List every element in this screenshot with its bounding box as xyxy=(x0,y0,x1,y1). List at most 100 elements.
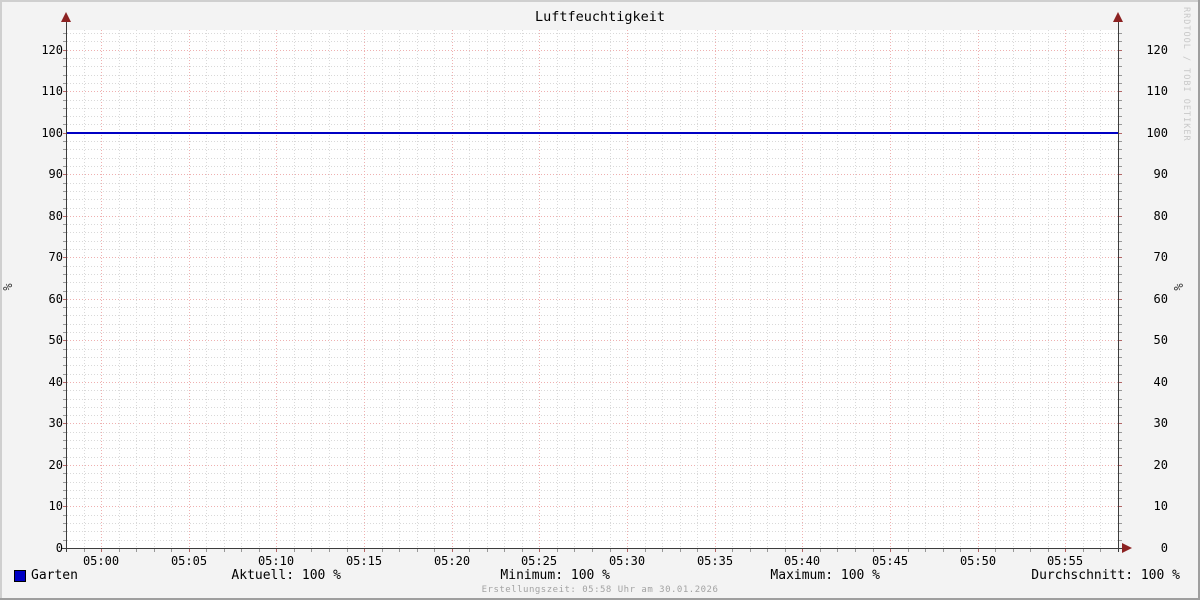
stat-aktuell: Aktuell: 100 % xyxy=(231,568,341,583)
grid-line-v-minor xyxy=(750,30,751,548)
x-tick xyxy=(171,549,172,552)
y-tick-left xyxy=(63,207,66,209)
y-tick-left xyxy=(63,456,66,458)
rrdtool-watermark: RRDTOOL / TOBI OETIKER xyxy=(1181,7,1191,142)
x-axis-arrow-icon xyxy=(1122,543,1132,553)
stat-maximum: Maximum: 100 % xyxy=(770,568,880,583)
y-tick-label-left: 40 xyxy=(48,374,63,389)
y-tick-left xyxy=(63,481,66,483)
y-tick-right xyxy=(1119,41,1122,43)
x-tick xyxy=(978,549,979,552)
y-tick-left xyxy=(63,340,66,342)
x-tick xyxy=(417,549,418,552)
y-tick-label-left: 90 xyxy=(48,167,63,182)
grid-line-v-minor xyxy=(837,30,838,548)
x-tick xyxy=(627,549,628,552)
y-tick-left xyxy=(63,307,66,309)
y-tick-right xyxy=(1119,116,1122,118)
y-tick-label-right: 120 xyxy=(1146,42,1168,57)
grid-line-v-major xyxy=(189,30,190,548)
chart-title: Luftfeuchtigkeit xyxy=(534,9,666,25)
x-tick xyxy=(610,549,611,552)
grid-line-v-minor xyxy=(504,30,505,548)
y-tick-left xyxy=(63,464,66,466)
y-tick-left xyxy=(63,199,66,201)
grid-line-v-minor xyxy=(557,30,558,548)
grid-line-v-minor xyxy=(785,30,786,548)
y-tick-right xyxy=(1119,290,1122,292)
y-tick-right xyxy=(1119,365,1122,367)
y-tick-right xyxy=(1119,514,1122,516)
y-tick-label-right: 10 xyxy=(1153,499,1168,514)
y-tick-left xyxy=(63,332,66,334)
y-tick-right xyxy=(1119,91,1122,93)
x-tick xyxy=(311,549,312,552)
grid-line-v-minor xyxy=(908,30,909,548)
grid-line-v-minor xyxy=(434,30,435,548)
grid-line-v-minor xyxy=(767,30,768,548)
y-tick-right xyxy=(1119,506,1122,508)
y-tick-right xyxy=(1119,357,1122,358)
x-tick xyxy=(662,549,663,552)
grid-line-v-minor xyxy=(610,30,611,548)
y-tick-left xyxy=(63,348,66,350)
y-tick-right xyxy=(1119,49,1122,51)
y-tick-left xyxy=(63,182,66,184)
x-tick xyxy=(294,549,295,552)
y-tick-left xyxy=(63,224,66,226)
grid-line-v-minor xyxy=(645,30,646,548)
stat-minimum: Minimum: 100 % xyxy=(500,568,610,583)
y-tick-right xyxy=(1119,323,1122,325)
y-tick-right xyxy=(1119,448,1122,450)
y-tick-left xyxy=(63,523,66,525)
grid-line-v-minor xyxy=(224,30,225,548)
y-tick-right xyxy=(1119,33,1122,35)
y-tick-left xyxy=(63,33,66,35)
y-tick-label-left: 30 xyxy=(48,416,63,431)
y-tick-label-right: 30 xyxy=(1153,416,1168,431)
y-tick-label-left: 100 xyxy=(41,125,63,140)
y-tick-right xyxy=(1119,440,1122,442)
x-tick xyxy=(837,549,838,552)
grid-line-v-minor xyxy=(294,30,295,548)
x-tick xyxy=(347,549,348,552)
y-tick-right xyxy=(1119,531,1122,533)
y-tick-right xyxy=(1119,207,1122,209)
y-tick-right xyxy=(1119,107,1122,109)
y-tick-right xyxy=(1119,157,1122,159)
x-tick xyxy=(574,549,575,552)
y-tick-left xyxy=(63,315,66,317)
grid-line-v-major xyxy=(364,30,365,548)
grid-line-v-minor xyxy=(1048,30,1049,548)
y-tick-right xyxy=(1119,498,1122,500)
x-tick xyxy=(487,549,488,552)
grid-line-v-major xyxy=(539,30,540,548)
x-tick xyxy=(680,549,681,552)
x-tick xyxy=(908,549,909,552)
y-tick-left xyxy=(63,273,66,275)
x-tick xyxy=(855,549,856,552)
x-tick xyxy=(995,549,996,552)
grid-line-v-minor xyxy=(820,30,821,548)
grid-line-v-minor xyxy=(347,30,348,548)
x-tick xyxy=(1083,549,1084,552)
y-tick-left xyxy=(63,431,66,433)
x-tick-label: 05:05 xyxy=(170,554,208,568)
grid-line-v-minor xyxy=(680,30,681,548)
y-tick-label-left: 10 xyxy=(48,499,63,514)
grid-line-v-minor xyxy=(1013,30,1014,548)
y-tick-label-right: 60 xyxy=(1153,291,1168,306)
y-tick-left xyxy=(63,539,66,541)
x-tick-label: 05:35 xyxy=(696,554,734,568)
grid-line-v-minor xyxy=(84,30,85,548)
y-tick-right xyxy=(1119,481,1122,483)
y-tick-left xyxy=(63,323,66,325)
legend-swatch-garten xyxy=(14,570,26,582)
y-tick-right xyxy=(1119,74,1122,76)
y-tick-right xyxy=(1119,390,1122,392)
grid-line-v-minor xyxy=(469,30,470,548)
y-tick-left xyxy=(63,74,66,76)
y-tick-label-right: 100 xyxy=(1146,125,1168,140)
y-tick-left xyxy=(63,373,66,375)
